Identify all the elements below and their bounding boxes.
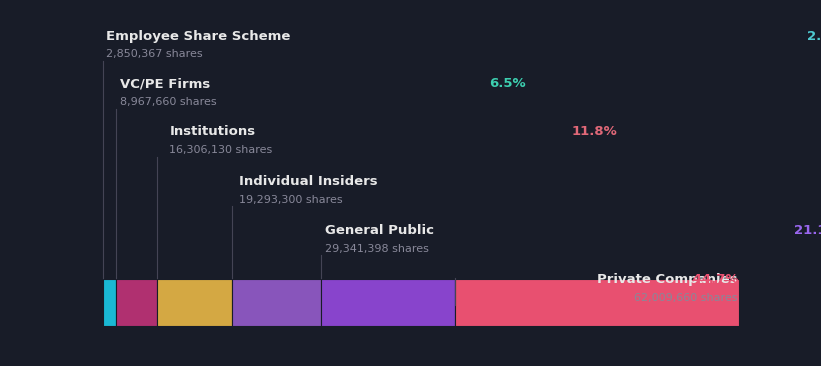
Bar: [232, 279, 321, 326]
Text: 21.1%: 21.1%: [794, 224, 821, 237]
Text: Institutions 11.8%: Institutions 11.8%: [169, 125, 306, 138]
Text: General Public: General Public: [325, 224, 434, 237]
Bar: [455, 279, 739, 326]
Text: 16,306,130 shares: 16,306,130 shares: [169, 145, 273, 155]
Text: Institutions: Institutions: [169, 125, 255, 138]
Text: Employee Share Scheme: Employee Share Scheme: [106, 30, 290, 42]
Text: 11.8%: 11.8%: [571, 125, 617, 138]
Text: 62,009,660 shares: 62,009,660 shares: [634, 293, 737, 303]
Bar: [116, 279, 158, 326]
Text: 29,341,398 shares: 29,341,398 shares: [325, 244, 429, 254]
Text: 2.1%: 2.1%: [807, 30, 821, 42]
Text: 6.5%: 6.5%: [489, 78, 526, 90]
Text: 44.7%: 44.7%: [688, 273, 738, 286]
Bar: [103, 279, 116, 326]
Text: Individual Insiders 13.9%: Individual Insiders 13.9%: [240, 175, 429, 188]
Text: VC/PE Firms: VC/PE Firms: [121, 78, 211, 90]
Text: VC/PE Firms 6.5%: VC/PE Firms 6.5%: [121, 78, 252, 90]
Bar: [158, 279, 232, 326]
Text: Individual Insiders: Individual Insiders: [240, 175, 378, 188]
Text: 2,850,367 shares: 2,850,367 shares: [106, 49, 203, 59]
Text: 8,967,660 shares: 8,967,660 shares: [121, 97, 217, 107]
Bar: [321, 279, 455, 326]
Text: 19,293,300 shares: 19,293,300 shares: [240, 195, 343, 205]
Text: Employee Share Scheme 2.1%: Employee Share Scheme 2.1%: [106, 30, 332, 42]
Text: Private Companies: Private Companies: [597, 273, 737, 286]
Text: General Public 21.1%: General Public 21.1%: [325, 224, 484, 237]
